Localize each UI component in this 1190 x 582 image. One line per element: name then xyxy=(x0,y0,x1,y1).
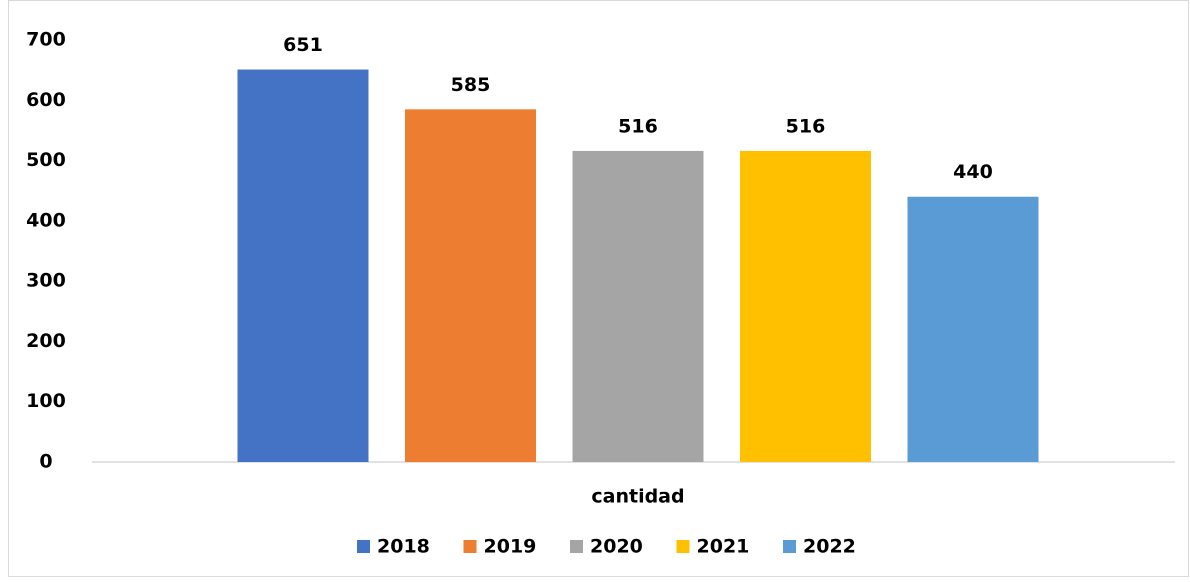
data-label: 585 xyxy=(451,74,491,96)
legend-swatch xyxy=(357,540,370,553)
legend-swatch xyxy=(676,540,690,553)
legend-swatch xyxy=(783,540,796,553)
legend-swatch xyxy=(463,540,477,553)
data-label: 651 xyxy=(283,34,323,56)
bar xyxy=(405,109,536,462)
y-tick-label: 600 xyxy=(26,89,66,111)
y-tick-label: 400 xyxy=(26,209,66,231)
y-tick-label: 300 xyxy=(26,270,66,292)
legend-swatch xyxy=(570,540,583,553)
y-tick-label: 500 xyxy=(26,149,66,171)
legend-label: 2018 xyxy=(377,536,430,558)
bar xyxy=(572,150,704,462)
x-tick-label: cantidad xyxy=(591,486,684,508)
data-label: 440 xyxy=(953,161,993,183)
legend-label: 2020 xyxy=(590,536,643,558)
legend-label: 2019 xyxy=(484,536,537,558)
legend-label: 2021 xyxy=(697,536,750,558)
legend-label: 2022 xyxy=(803,536,856,558)
bar xyxy=(740,150,871,462)
y-tick-label: 200 xyxy=(26,330,66,352)
bar xyxy=(237,69,369,462)
y-tick-label: 0 xyxy=(39,451,52,473)
data-label: 516 xyxy=(786,115,826,137)
y-tick-label: 100 xyxy=(26,390,66,412)
data-label: 516 xyxy=(618,115,658,137)
y-tick-label: 700 xyxy=(26,29,66,51)
bar xyxy=(907,196,1039,462)
